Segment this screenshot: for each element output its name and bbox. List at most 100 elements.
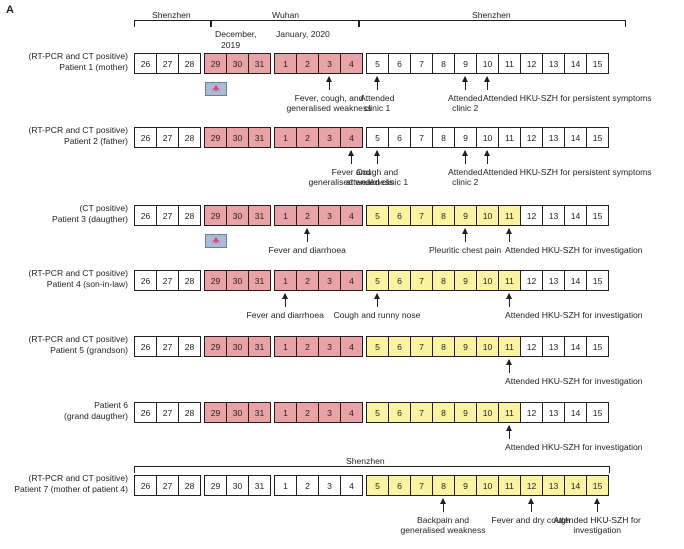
- date-cell: 7: [410, 53, 433, 74]
- event-note-line: generalised weakness: [286, 103, 372, 113]
- date-cell: 7: [410, 336, 433, 357]
- event-arrow: [462, 150, 468, 164]
- event-note-line: Attended HKU-SZH for: [553, 515, 641, 525]
- date-cell: 5: [366, 475, 389, 496]
- month-january: January, 2020: [276, 29, 330, 39]
- event-arrow: [348, 150, 354, 164]
- date-cell: 15: [586, 475, 609, 496]
- date-cell: 1: [274, 270, 297, 291]
- patient-label: (CT positive) Patient 3 (daugther): [2, 203, 128, 225]
- date-cell: 5: [366, 205, 389, 226]
- event-note-line: Cough and runny nose: [333, 310, 421, 320]
- event-note-line: clinic 1: [364, 103, 391, 113]
- date-cell: 30: [226, 336, 249, 357]
- date-cell: 7: [410, 205, 433, 226]
- date-cell: 12: [520, 270, 543, 291]
- event-arrow: [506, 293, 512, 307]
- date-cell: 27: [156, 127, 179, 148]
- date-cell: 3: [318, 402, 341, 423]
- event-arrow: [374, 76, 380, 90]
- date-cell: 30: [226, 205, 249, 226]
- patient-label-line1: (RT-PCR and CT positive): [28, 473, 129, 483]
- event-arrow: [506, 359, 512, 373]
- patient-label-line2: Patient 7 (mother of patient 4): [14, 484, 128, 494]
- date-cell: 1: [274, 205, 297, 226]
- date-cell: 14: [564, 402, 587, 423]
- date-cell: 10: [476, 127, 499, 148]
- date-cell: 13: [542, 402, 565, 423]
- event-note-line: Attended HKU-SZH for investigation: [505, 376, 643, 386]
- date-cell: 31: [248, 127, 271, 148]
- event-note: Cough and runny nose: [334, 310, 421, 320]
- patient-label-line2: Patient 1 (mother): [59, 62, 128, 72]
- event-arrow: [484, 76, 490, 90]
- patient-label: (RT-PCR and CT positive) Patient 7 (mothe…: [2, 473, 128, 495]
- patient-label-line1: (CT positive): [79, 203, 128, 213]
- date-cell: 12: [520, 53, 543, 74]
- patient-label-line2: Patient 2 (father): [63, 136, 128, 146]
- date-cell: 31: [248, 205, 271, 226]
- date-cell: 13: [542, 475, 565, 496]
- date-cell: 4: [340, 336, 363, 357]
- event-note: Fever and diarrhoea: [269, 245, 346, 255]
- date-cell: 5: [366, 336, 389, 357]
- date-cell: 5: [366, 53, 389, 74]
- date-cell: 8: [432, 127, 455, 148]
- date-cell: 28: [178, 270, 201, 291]
- date-cell: 6: [388, 402, 411, 423]
- event-arrow: [528, 498, 534, 512]
- date-cell: 1: [274, 53, 297, 74]
- shenzhen-bracket-2: [358, 20, 626, 27]
- date-cell: 27: [156, 475, 179, 496]
- date-cell: 14: [564, 270, 587, 291]
- event-note-line: generalised weakness: [400, 525, 486, 535]
- date-cell: 26: [134, 53, 157, 74]
- event-note-line: Cough and: [356, 167, 399, 177]
- date-cell: 2: [296, 127, 319, 148]
- date-cell: 7: [410, 127, 433, 148]
- date-cell: 11: [498, 270, 521, 291]
- wuhan-bracket: [210, 20, 360, 27]
- event-note-line: attended clinic 1: [346, 177, 409, 187]
- date-cell: 30: [226, 127, 249, 148]
- date-cell: 10: [476, 205, 499, 226]
- event-arrow: [374, 150, 380, 164]
- patient-label: (RT-PCR and CT positive) Patient 5 (grand…: [2, 334, 129, 356]
- date-cell: 6: [388, 53, 411, 74]
- date-cell: 12: [520, 127, 543, 148]
- date-cell: 1: [274, 402, 297, 423]
- date-cell: 11: [498, 127, 521, 148]
- date-cell: 28: [178, 336, 201, 357]
- date-cell: 2: [296, 53, 319, 74]
- date-cell: 3: [318, 127, 341, 148]
- date-cell: 7: [410, 402, 433, 423]
- event-note: Attended HKU-SZH for investigation: [554, 515, 641, 535]
- date-cell: 30: [226, 53, 249, 74]
- date-cell: 28: [178, 402, 201, 423]
- date-cell: 26: [134, 127, 157, 148]
- panel-label: A: [6, 4, 14, 16]
- event-note: Fever and diarrhoea: [247, 310, 324, 320]
- event-note-line: Fever and diarrhoea: [246, 310, 324, 320]
- date-cell: 29: [204, 205, 227, 226]
- event-note: Attended HKU-SZH for investigation: [505, 376, 643, 386]
- date-cell: 30: [226, 402, 249, 423]
- event-note: Attended clinic 1: [360, 93, 394, 113]
- date-cell: 9: [454, 475, 477, 496]
- date-cell: 15: [586, 270, 609, 291]
- date-cell: 13: [542, 127, 565, 148]
- event-note-line: Backpain and: [416, 515, 470, 525]
- patient-label: (RT-PCR and CT positive) Patient 1 (mothe…: [2, 51, 129, 73]
- event-arrow: [462, 76, 468, 90]
- date-cell: 2: [296, 336, 319, 357]
- patient-label-line2: Patient 5 (grandson): [50, 345, 128, 355]
- event-note: Attended clinic 2: [448, 93, 482, 113]
- date-cell: 26: [134, 270, 157, 291]
- date-cell: 3: [318, 53, 341, 74]
- date-cell: 31: [248, 270, 271, 291]
- date-cell: 15: [586, 127, 609, 148]
- date-cell: 11: [498, 336, 521, 357]
- date-cell: 5: [366, 127, 389, 148]
- date-cell: 15: [586, 336, 609, 357]
